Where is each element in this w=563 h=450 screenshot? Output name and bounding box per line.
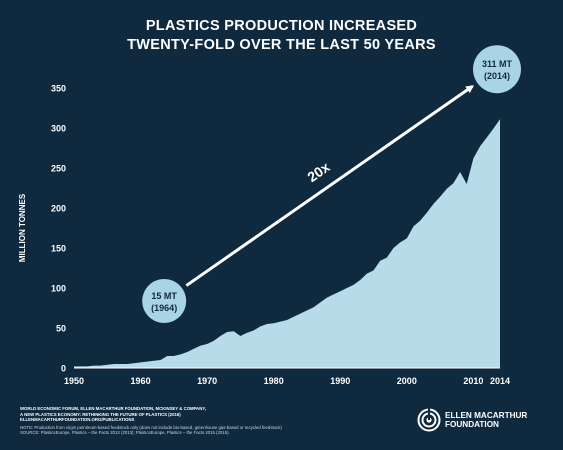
logo-line2: FOUNDATION (445, 420, 499, 429)
x-tick-label: 2014 (490, 376, 510, 386)
production-area (74, 119, 500, 368)
y-tick-label: 150 (51, 244, 66, 254)
chart-title-line2: TWENTY-FOLD OVER THE LAST 50 YEARS (127, 37, 436, 53)
source-footer: WORLD ECONOMIC FORUM, ELLEN MACARTHUR FO… (20, 406, 380, 436)
end-bubble-value: 311 MT (482, 59, 513, 69)
source-line-1: WORLD ECONOMIC FORUM, ELLEN MACARTHUR FO… (20, 406, 206, 411)
y-tick-label: 50 (56, 324, 66, 334)
x-tick-label: 1980 (264, 376, 284, 386)
source-line: SOURCE: PlasticsEurope, Plastics – the F… (20, 430, 230, 436)
x-tick-label: 2000 (397, 376, 417, 386)
y-axis: 0 50 100 150 200 250 300 350 (51, 84, 66, 374)
x-tick-label: 1960 (131, 376, 151, 386)
ellen-macarthur-logo: ELLEN MACARTHUR FOUNDATION (417, 407, 527, 433)
start-bubble: 15 MT (1964) (142, 279, 187, 323)
plot-area (74, 119, 500, 369)
x-axis: 1950 1960 1970 1980 1990 2000 2010 2014 (64, 376, 510, 386)
y-axis-label: MILLION TONNES (18, 193, 27, 262)
x-tick-label: 2010 (463, 376, 483, 386)
x-tick-label: 1970 (197, 376, 217, 386)
start-bubble-circle (142, 279, 187, 323)
y-tick-label: 100 (51, 284, 66, 294)
y-tick-label: 0 (61, 364, 66, 374)
growth-label: 20x (304, 158, 332, 185)
y-tick-label: 250 (51, 164, 66, 174)
start-bubble-value: 15 MT (151, 291, 177, 301)
end-bubble-year: (2014) (484, 71, 510, 81)
end-bubble-circle (473, 45, 521, 94)
chart-title-line1: PLASTICS PRODUCTION INCREASED (145, 18, 418, 34)
logo-rings-icon (417, 408, 441, 432)
x-tick-label: 1950 (64, 376, 84, 386)
x-tick-label: 1990 (330, 376, 350, 386)
y-tick-label: 350 (51, 84, 66, 94)
end-bubble: 311 MT (2014) (473, 45, 521, 94)
logo-line1: ELLEN MACARTHUR (445, 411, 528, 420)
y-tick-label: 300 (51, 124, 66, 134)
y-tick-label: 200 (51, 204, 66, 214)
chart-title: PLASTICS PRODUCTION INCREASED TWENTY-FOL… (0, 17, 563, 55)
note-line: NOTE: Production from virgin petroleum-b… (20, 424, 282, 430)
start-bubble-year: (1964) (151, 303, 177, 313)
source-line-2: A NEW PLASTICS ECONOMY: RETHINKING THE F… (20, 411, 181, 417)
growth-arrow (185, 85, 475, 287)
source-line-3: ELLENMACARTHURFOUNDATION.ORG/PUBLICATION… (20, 417, 135, 423)
